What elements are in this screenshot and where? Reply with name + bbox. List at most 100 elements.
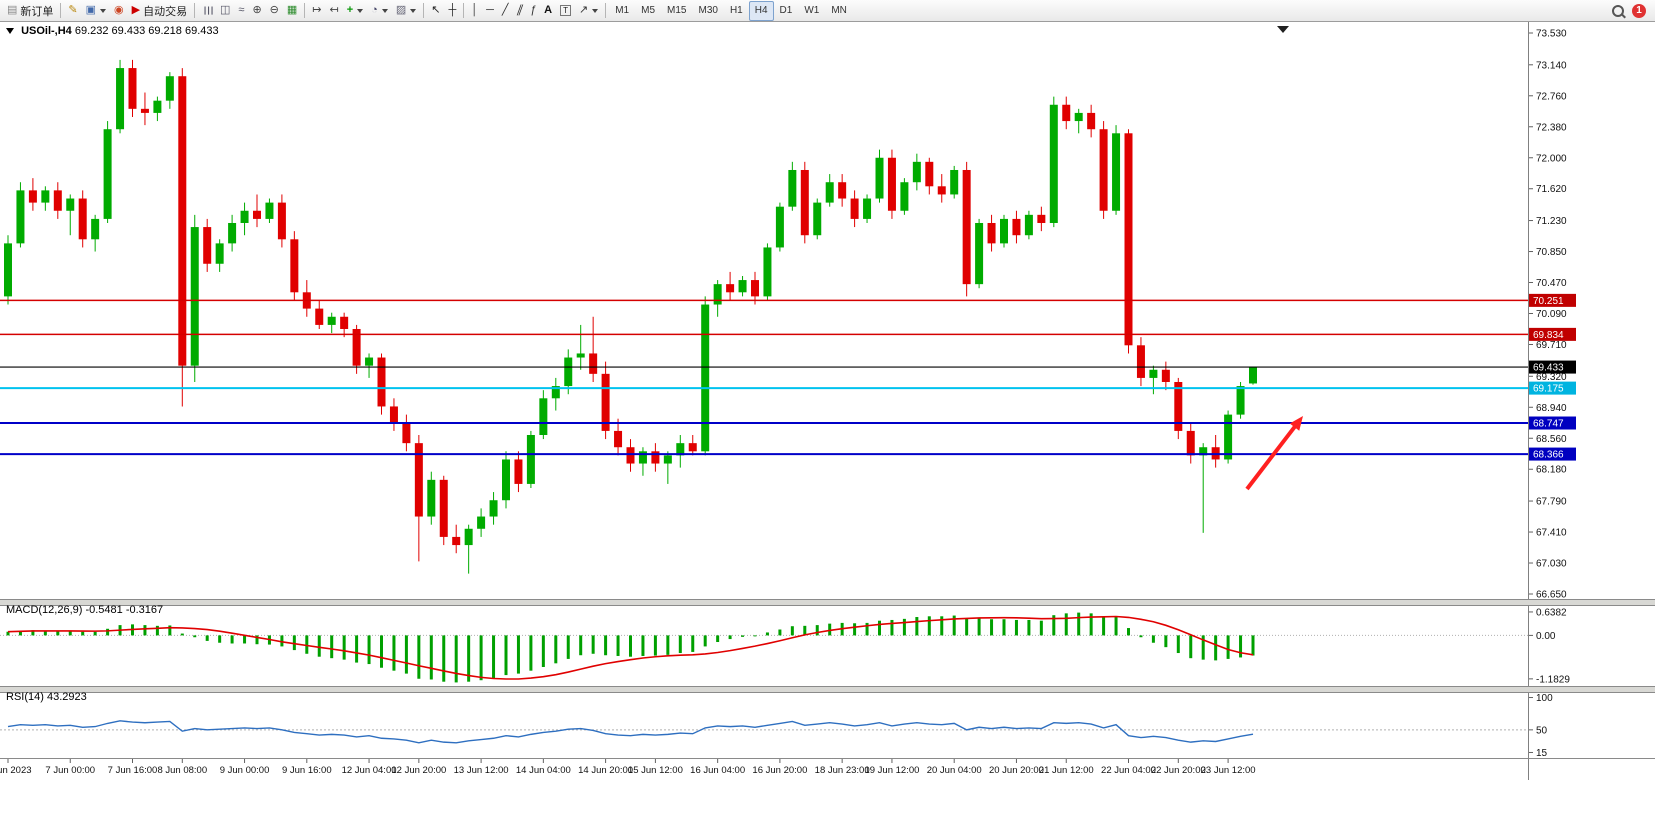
macd-histogram-bar [1226, 635, 1230, 659]
timeframe-m15-button[interactable]: M15 [667, 5, 687, 16]
macd-histogram-bar [1014, 619, 1018, 636]
candle-body [825, 182, 834, 203]
timeframe-m30-button[interactable]: M30 [698, 5, 718, 16]
chart-shift-marker[interactable] [1277, 26, 1289, 33]
candle-body [713, 284, 722, 305]
macd-histogram-bar [1201, 635, 1205, 660]
candle-body [215, 243, 224, 264]
candle-body [900, 182, 909, 211]
candlestick-chart-button[interactable]: ◫ [216, 1, 234, 21]
auto-scroll-button[interactable]: ↦ [308, 1, 325, 21]
trend-arrow-head[interactable] [1289, 416, 1303, 431]
new-chart-button[interactable]: ✎ [64, 1, 81, 21]
line-chart-button[interactable]: ≈ [234, 1, 248, 21]
macd-histogram-bar [629, 635, 632, 657]
macd-histogram-bar [218, 635, 222, 643]
candle-body [887, 157, 896, 211]
time-axis-label: 15 Jun 12:00 [628, 765, 683, 776]
candle-body [788, 169, 797, 207]
profiles-button[interactable]: ▣ [82, 1, 110, 21]
candle-body [28, 190, 37, 203]
channel-button[interactable]: ∥ [513, 1, 527, 21]
new-order-button[interactable]: ▤ 新订单 [3, 1, 57, 21]
indicators-button[interactable]: + [343, 1, 367, 21]
rsi-scale-label: 50 [1536, 725, 1548, 736]
price-tick-label: 71.620 [1536, 184, 1567, 195]
bar-chart-icon: ☰ [201, 5, 214, 16]
candle-body [140, 108, 149, 113]
price-tick-label: 73.140 [1536, 60, 1567, 71]
notification-badge[interactable]: 1 [1632, 3, 1646, 18]
tile-windows-button[interactable]: ▦ [283, 1, 301, 21]
timeframe-h1-button[interactable]: H1 [729, 5, 743, 16]
price-tick-label: 71.230 [1536, 216, 1567, 227]
candle-body [128, 68, 137, 109]
symbols-button[interactable]: ◉ [110, 1, 128, 21]
fibonacci-icon: ƒ [530, 4, 537, 16]
bar-chart-button[interactable]: ☰ [198, 1, 216, 21]
macd-histogram-bar [828, 623, 832, 636]
price-badge-label: 69.175 [1533, 384, 1564, 395]
macd-histogram-bar [442, 635, 446, 682]
one-click-trading-toggle[interactable] [6, 28, 14, 34]
time-axis-label: 18 Jun 23:00 [815, 765, 870, 776]
timeframe-mn-button[interactable]: MN [831, 5, 847, 16]
candle-body [402, 422, 411, 444]
candle-body [738, 280, 747, 293]
arrow-tools-button[interactable]: ↗ [575, 1, 602, 21]
search-icon[interactable] [1612, 4, 1624, 17]
candle-body [1186, 430, 1195, 456]
macd-histogram-bar [691, 635, 695, 652]
vertical-line-button[interactable]: │ [467, 1, 482, 21]
macd-histogram-bar [1176, 635, 1180, 654]
text-label-button[interactable]: T [556, 1, 575, 21]
timeframe-h4-button[interactable]: H4 [748, 0, 774, 21]
timeframe-m5-button[interactable]: M5 [641, 5, 656, 16]
macd-histogram-bar [1239, 635, 1243, 658]
timeframe-w1-button[interactable]: W1 [804, 5, 820, 16]
time-axis-label: 19 Jun 12:00 [864, 765, 919, 776]
macd-histogram-bar [68, 630, 72, 636]
trendline-button[interactable]: ╱ [498, 1, 513, 21]
macd-histogram-bar [1214, 635, 1218, 661]
crosshair-button[interactable]: ┼ [444, 1, 460, 21]
candle-body [576, 353, 585, 358]
profiles-icon: ▣ [85, 4, 97, 16]
cursor-button[interactable]: ↖ [427, 1, 444, 21]
candle-body [290, 239, 299, 293]
macd-histogram-bar [790, 626, 794, 636]
time-axis-label: 7 Jun 16:00 [108, 765, 158, 776]
macd-histogram-bar [43, 630, 47, 636]
new-order-label: 新订单 [20, 5, 54, 18]
candle-body [1112, 133, 1121, 211]
candle-body [1012, 218, 1021, 236]
macd-histogram-bar [853, 623, 857, 636]
price-badge [1529, 381, 1576, 395]
auto-trading-button[interactable]: ▶ 自动交易 [128, 1, 191, 21]
periods-button[interactable]: ◔ [367, 1, 392, 21]
price-tick-label: 67.790 [1536, 497, 1567, 508]
candle-body [726, 284, 735, 293]
time-axis-label: 9 Jun 16:00 [282, 765, 332, 776]
chart-shift-button[interactable]: ↤ [326, 1, 343, 21]
separator [423, 3, 425, 18]
timeframe-m1-button[interactable]: M1 [615, 5, 630, 16]
trend-arrow-line[interactable] [1245, 422, 1299, 491]
price-badge [1529, 360, 1576, 374]
horizontal-line-button[interactable]: ─ [482, 1, 498, 21]
text-tool-button[interactable]: A [540, 1, 556, 21]
timeframe-d1-button[interactable]: D1 [779, 5, 793, 16]
templates-button[interactable]: ▨ [392, 1, 420, 21]
zoom-in-button[interactable]: ⊕ [248, 1, 265, 21]
macd-histogram-bar [678, 635, 682, 654]
price-badge-label: 69.834 [1533, 330, 1564, 341]
macd-histogram-bar [952, 615, 956, 636]
candle-body [377, 357, 386, 407]
macd-histogram-bar [1039, 620, 1043, 636]
zoom-out-button[interactable]: ⊖ [266, 1, 283, 21]
fibonacci-button[interactable]: ƒ [526, 1, 540, 21]
candle-body [1074, 112, 1083, 122]
macd-histogram-bar [1127, 628, 1130, 636]
line-chart-icon: ≈ [238, 4, 245, 16]
